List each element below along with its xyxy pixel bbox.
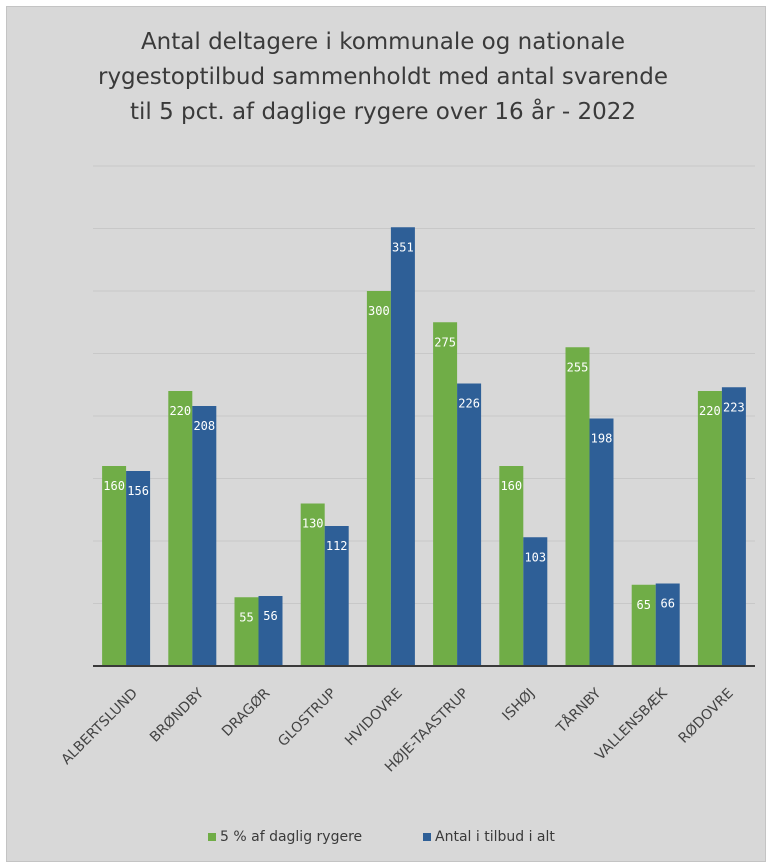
bar-blue (655, 583, 680, 666)
chart-title: Antal deltagere i kommunale og nationale… (98, 29, 668, 125)
data-label: 220 (699, 404, 721, 418)
chart-title-line-1: Antal deltagere i kommunale og nationale (141, 29, 625, 55)
category-label: RØDOVRE (676, 686, 737, 747)
data-label: 130 (302, 517, 324, 531)
legend-swatch-green (208, 833, 216, 841)
data-label: 55 (239, 610, 253, 624)
bar-blue (192, 406, 217, 666)
bar-green (366, 291, 391, 666)
bar-green (565, 347, 590, 666)
category-label: HVIDOVRE (342, 686, 406, 750)
bar-green (433, 322, 458, 666)
bar-green (102, 466, 127, 666)
data-label: 66 (660, 597, 674, 611)
category-label: GLOSTRUP (275, 686, 339, 750)
legend-swatch-blue (423, 833, 431, 841)
data-label: 275 (434, 335, 456, 349)
data-label: 112 (326, 539, 348, 553)
data-label: 56 (263, 609, 277, 623)
data-label: 300 (368, 304, 390, 318)
data-label: 156 (127, 484, 149, 498)
data-label: 198 (591, 432, 613, 446)
data-label: 160 (500, 479, 522, 493)
bar-blue (457, 383, 482, 666)
data-label: 220 (169, 404, 191, 418)
bar-green (300, 503, 325, 666)
data-label: 223 (723, 400, 745, 414)
bar-blue (523, 537, 548, 666)
data-label: 255 (567, 360, 589, 374)
bar-blue (258, 596, 283, 666)
bar-blue (324, 526, 349, 666)
data-label: 226 (458, 397, 480, 411)
category-label: TÅRNBY (552, 685, 604, 737)
chart-frame: Antal deltagere i kommunale og nationale… (6, 6, 766, 862)
chart-title-line-3: til 5 pct. af daglige rygere over 16 år … (130, 97, 636, 125)
data-label: 351 (392, 240, 414, 254)
data-label: 103 (524, 550, 546, 564)
category-label: DRAGØR (219, 685, 274, 740)
x-axis: ALBERTSLUND BRØNDBY DRAGØR GLOSTRUP HVIDOVRE… (58, 665, 755, 775)
legend-label-blue: Antal i tilbud i alt (435, 829, 555, 845)
legend: 5 % af daglig rygere Antal i tilbud i al… (208, 829, 555, 845)
bar-blue (721, 387, 746, 666)
bar-blue (390, 227, 415, 666)
category-label: ISHØJ (499, 686, 538, 725)
bar-green (168, 391, 193, 666)
bars (102, 227, 746, 666)
category-label: ALBERTSLUND (58, 686, 140, 768)
chart-title-line-2: rygestoptilbud sammenholdt med antal sva… (98, 64, 668, 90)
legend-label-green: 5 % af daglig rygere (220, 829, 362, 845)
bar-green (234, 597, 259, 666)
bar-green (697, 391, 722, 666)
chart-svg: Antal deltagere i kommunale og nationale… (58, 29, 755, 845)
bar-blue (589, 418, 614, 666)
data-label: 208 (193, 419, 215, 433)
bar-green (499, 466, 524, 666)
bar-blue (126, 471, 151, 666)
data-label: 160 (103, 479, 125, 493)
data-label: 65 (636, 598, 650, 612)
bar-green (631, 584, 656, 666)
category-label: BRØNDBY (147, 685, 207, 745)
